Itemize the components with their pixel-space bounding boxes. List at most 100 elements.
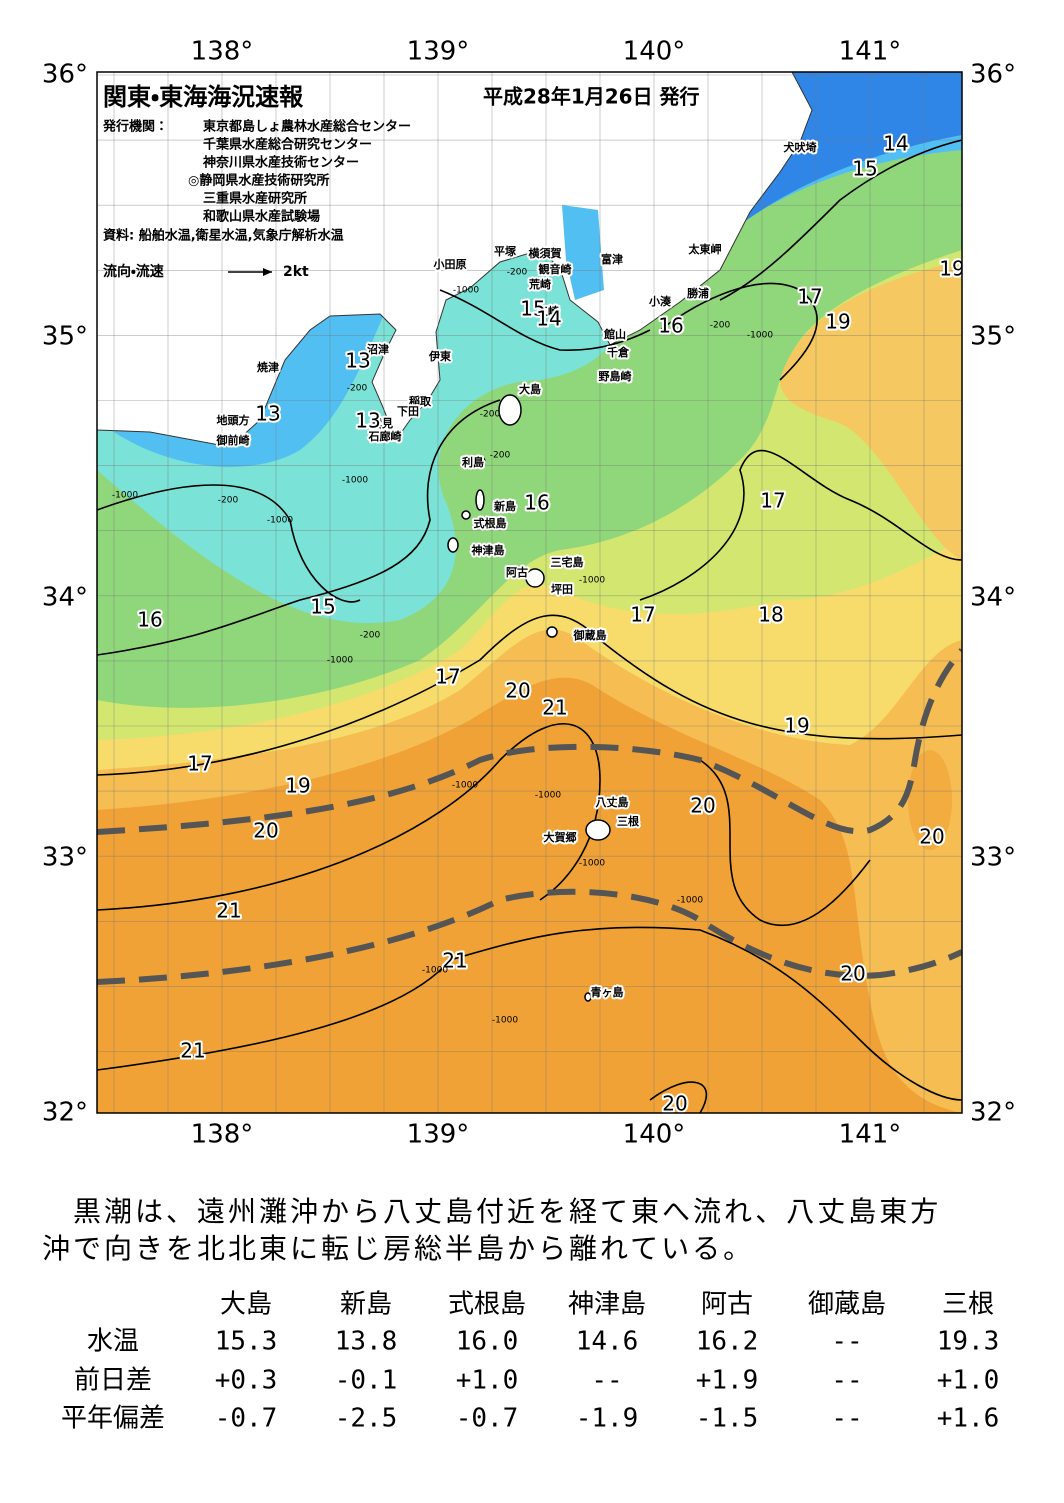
isotherm-label: 19 <box>939 257 964 281</box>
lat-label: 32° <box>42 1098 88 1128</box>
table-header: 神津島 <box>568 1290 646 1320</box>
depth-label: -200 <box>218 496 239 506</box>
place-name: 神津島 <box>471 543 505 557</box>
island <box>476 456 486 468</box>
issuer: 和歌山県水産試験場 <box>203 209 320 225</box>
table-cell: -0.1 <box>335 1366 398 1396</box>
lat-label: 34° <box>42 583 88 613</box>
isotherm-label: 20 <box>662 1092 687 1116</box>
isotherm-label: 13 <box>355 409 380 433</box>
issuer: ◎静岡県水産技術研究所 <box>188 173 329 189</box>
isotherm-label: 17 <box>760 489 785 513</box>
depth-label: -200 <box>490 451 511 461</box>
table-cell: -- <box>831 1327 862 1357</box>
place-name: 大賀郷 <box>544 830 577 844</box>
isotherm <box>97 484 361 603</box>
lon-label: 139° <box>407 37 470 67</box>
table-cell: +1.9 <box>696 1366 759 1396</box>
isotherm-label: 15 <box>520 297 545 321</box>
isotherm <box>659 282 818 381</box>
isotherm <box>97 399 501 656</box>
place-name: 坪田 <box>551 583 573 596</box>
table-cell: +1.0 <box>456 1366 519 1396</box>
table-cell: 14.6 <box>576 1327 639 1357</box>
lon-label: 138° <box>191 1120 254 1150</box>
table-cell: -1.5 <box>696 1404 759 1434</box>
kuroshio-edge <box>97 888 962 985</box>
isotherm-label: 19 <box>825 310 850 334</box>
legend-arrowhead <box>263 268 272 276</box>
isotherm-label: 18 <box>758 603 783 627</box>
isotherm-label: 21 <box>542 696 567 720</box>
isotherm-label: 20 <box>840 962 865 986</box>
table-header: 三根 <box>942 1290 994 1320</box>
lon-label: 139° <box>407 1120 470 1150</box>
table-cell: -- <box>831 1366 862 1396</box>
isotherm-label: 13 <box>255 402 280 426</box>
isotherm-label: 20 <box>505 679 530 703</box>
sea-band <box>908 750 952 850</box>
table-cell: 13.8 <box>335 1327 398 1357</box>
isotherm-label: 16 <box>137 608 162 632</box>
map-grid <box>97 72 962 1113</box>
table-cell: 16.0 <box>456 1327 519 1357</box>
island <box>498 394 522 426</box>
legend-label: 流向・流速 <box>103 263 164 280</box>
isotherm-label: 16 <box>658 314 683 338</box>
issuer-label: 発行機関： <box>102 119 168 135</box>
depth-label: -200 <box>360 631 381 641</box>
island <box>585 819 611 841</box>
place-name: 沼津 <box>367 342 389 356</box>
depth-label: -200 <box>480 410 501 420</box>
place-name: 三根 <box>617 814 640 828</box>
isotherm <box>439 289 651 351</box>
issuer: 三重県水産研究所 <box>203 191 307 207</box>
isotherm-label: 15 <box>852 157 877 181</box>
lon-label: 138° <box>191 37 254 67</box>
issue-date: 平成28年1月26日 発行 <box>483 85 700 109</box>
place-name: 利島 <box>462 455 484 469</box>
place-name: 小田原 <box>433 257 467 271</box>
lon-label: 140° <box>623 37 686 67</box>
isotherm <box>649 1081 707 1113</box>
place-name: 式根島 <box>474 516 507 530</box>
tokyo-bay <box>562 205 604 300</box>
depth-label: -200 <box>507 268 528 278</box>
isotherm <box>639 449 962 601</box>
place-name: 御前崎 <box>216 433 250 447</box>
depth-label: -1000 <box>452 781 478 791</box>
island <box>461 510 471 520</box>
depth-label: -1000 <box>535 791 561 801</box>
depth-label: -1000 <box>492 1016 518 1026</box>
isotherm <box>97 614 962 776</box>
issuer: 東京都島しょ農林水産総合センター <box>203 119 411 135</box>
isotherm-label: 14 <box>536 307 561 331</box>
lat-label: 33° <box>970 843 1016 873</box>
place-name: 小湊 <box>648 294 672 308</box>
island <box>546 626 558 638</box>
depth-label: -1000 <box>453 286 479 296</box>
place-name: 八丈島 <box>596 795 629 809</box>
place-name: 野島崎 <box>599 369 632 383</box>
kuroshio-axis <box>97 648 962 985</box>
depth-label: -1000 <box>677 896 703 906</box>
depth-label: -1000 <box>342 476 368 486</box>
isotherm <box>719 139 962 301</box>
map-frame <box>96 71 963 1114</box>
depth-label: -1000 <box>267 516 293 526</box>
lat-label: 35° <box>970 322 1016 352</box>
isotherm-label: 13 <box>345 349 370 373</box>
table-cell: +1.6 <box>937 1404 1000 1434</box>
place-name: 新島 <box>493 499 516 513</box>
table-cell: +1.0 <box>937 1366 1000 1396</box>
isotherm-label: 20 <box>253 819 278 843</box>
depth-label: -1000 <box>747 331 773 341</box>
isotherm-label: 21 <box>442 949 467 973</box>
table-cell: -1.9 <box>576 1404 639 1434</box>
table-header: 新島 <box>340 1290 392 1320</box>
isotherms <box>97 139 962 1113</box>
isotherm-label: 17 <box>435 665 460 689</box>
lat-label: 36° <box>42 60 88 90</box>
